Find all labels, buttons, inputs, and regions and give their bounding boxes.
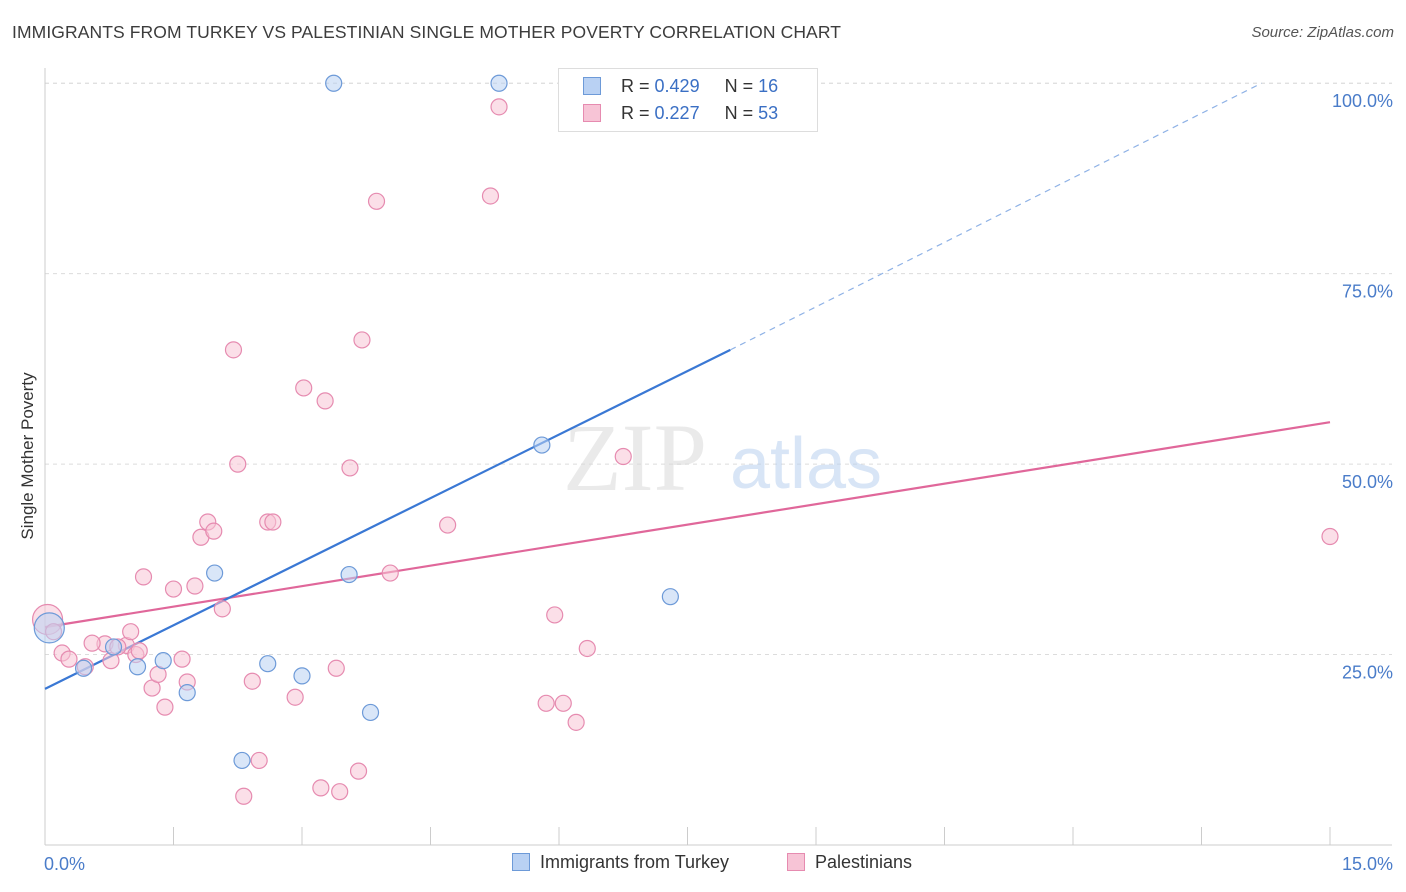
correlation-legend: R = 0.429 N = 16 R = 0.227 N = 53 <box>558 68 818 132</box>
point-palestinians <box>554 694 572 712</box>
axes <box>44 68 1392 846</box>
point-turkey <box>361 703 380 722</box>
legend-swatch-pink <box>583 104 601 122</box>
bottom-legend-palestinians: Palestinians <box>787 852 912 876</box>
point-turkey <box>104 638 123 656</box>
trend-line-palestinians <box>44 421 1331 629</box>
watermark: ZIP atlas <box>563 404 882 511</box>
watermark-atlas: atlas <box>730 424 882 504</box>
bottom-legend-label: Immigrants from Turkey <box>540 852 730 872</box>
y-tick-label: 100.0% <box>1332 91 1393 111</box>
trend-line-turkey <box>44 348 731 690</box>
point-palestinians <box>134 568 153 586</box>
legend-n-label: N = <box>724 76 754 96</box>
legend-r-value: 0.429 <box>654 76 700 96</box>
point-palestinians <box>367 192 386 210</box>
point-palestinians <box>316 392 334 410</box>
point-turkey <box>74 659 93 677</box>
point-palestinians <box>186 577 204 595</box>
point-palestinians <box>173 650 191 668</box>
bottom-legend-swatch-pink <box>787 853 805 871</box>
point-turkey <box>178 684 196 702</box>
point-palestinians <box>250 751 268 770</box>
point-palestinians <box>213 600 231 618</box>
point-palestinians <box>156 698 174 716</box>
point-palestinians <box>235 787 253 805</box>
point-palestinians <box>546 606 564 624</box>
point-palestinians <box>327 659 345 677</box>
point-palestinians <box>164 580 183 598</box>
point-turkey <box>33 612 65 644</box>
x-tick-label: 0.0% <box>44 854 85 874</box>
y-tick-label: 75.0% <box>1342 282 1393 302</box>
point-palestinians <box>331 783 349 801</box>
point-turkey <box>661 588 679 606</box>
point-palestinians <box>264 513 282 531</box>
point-palestinians <box>381 564 399 582</box>
point-palestinians <box>205 522 223 540</box>
point-turkey <box>259 655 277 673</box>
legend-n-value: 53 <box>758 103 779 123</box>
point-turkey <box>206 564 224 582</box>
point-palestinians <box>614 447 632 466</box>
point-palestinians <box>567 713 585 731</box>
point-palestinians <box>83 634 101 652</box>
point-palestinians <box>353 331 371 349</box>
point-palestinians <box>122 623 140 641</box>
point-turkey <box>533 436 551 454</box>
y-tick-label: 50.0% <box>1342 472 1393 492</box>
point-palestinians <box>312 779 330 797</box>
legend-n-value: 16 <box>758 76 779 96</box>
data-points <box>31 74 1339 805</box>
point-palestinians <box>481 187 500 205</box>
bottom-legend-turkey: Immigrants from Turkey <box>512 852 729 876</box>
chart-title: IMMIGRANTS FROM TURKEY VS PALESTINIAN SI… <box>12 22 842 42</box>
point-palestinians <box>130 642 148 660</box>
legend-swatch-blue <box>583 77 601 95</box>
point-palestinians <box>1321 527 1339 546</box>
tick-labels: 25.0% 50.0% 75.0% 100.0% 0.0% 15.0% <box>44 91 1393 874</box>
point-turkey <box>490 74 508 92</box>
point-turkey <box>325 74 343 92</box>
point-palestinians <box>578 639 596 658</box>
point-turkey <box>154 652 172 670</box>
source-label: Source: ZipAtlas.com <box>1251 24 1394 41</box>
point-palestinians <box>490 98 508 116</box>
bottom-legend-label: Palestinians <box>815 852 913 872</box>
point-palestinians <box>243 672 261 690</box>
point-palestinians <box>295 379 313 397</box>
watermark-zip: ZIP <box>563 404 707 511</box>
point-palestinians <box>224 341 243 359</box>
trend-line-turkey-extension <box>730 82 1262 351</box>
point-turkey <box>128 658 147 676</box>
point-palestinians <box>349 762 368 780</box>
point-palestinians <box>341 459 359 477</box>
point-palestinians <box>60 650 78 668</box>
point-palestinians <box>537 694 555 712</box>
legend-r-label: R = <box>621 76 650 96</box>
legend-r-value: 0.227 <box>654 103 700 123</box>
y-tick-label: 25.0% <box>1342 663 1393 683</box>
x-tick-label: 15.0% <box>1342 854 1393 874</box>
grid-lines <box>45 82 1392 656</box>
legend-r-label: R = <box>621 103 650 123</box>
point-palestinians <box>286 688 304 706</box>
legend-n-label: N = <box>724 103 754 123</box>
point-turkey <box>340 565 358 584</box>
point-turkey <box>293 667 311 685</box>
bottom-legend-swatch-blue <box>512 853 530 871</box>
point-turkey <box>233 751 251 770</box>
point-palestinians <box>229 455 247 473</box>
trend-lines <box>44 82 1331 690</box>
point-palestinians <box>439 516 457 534</box>
